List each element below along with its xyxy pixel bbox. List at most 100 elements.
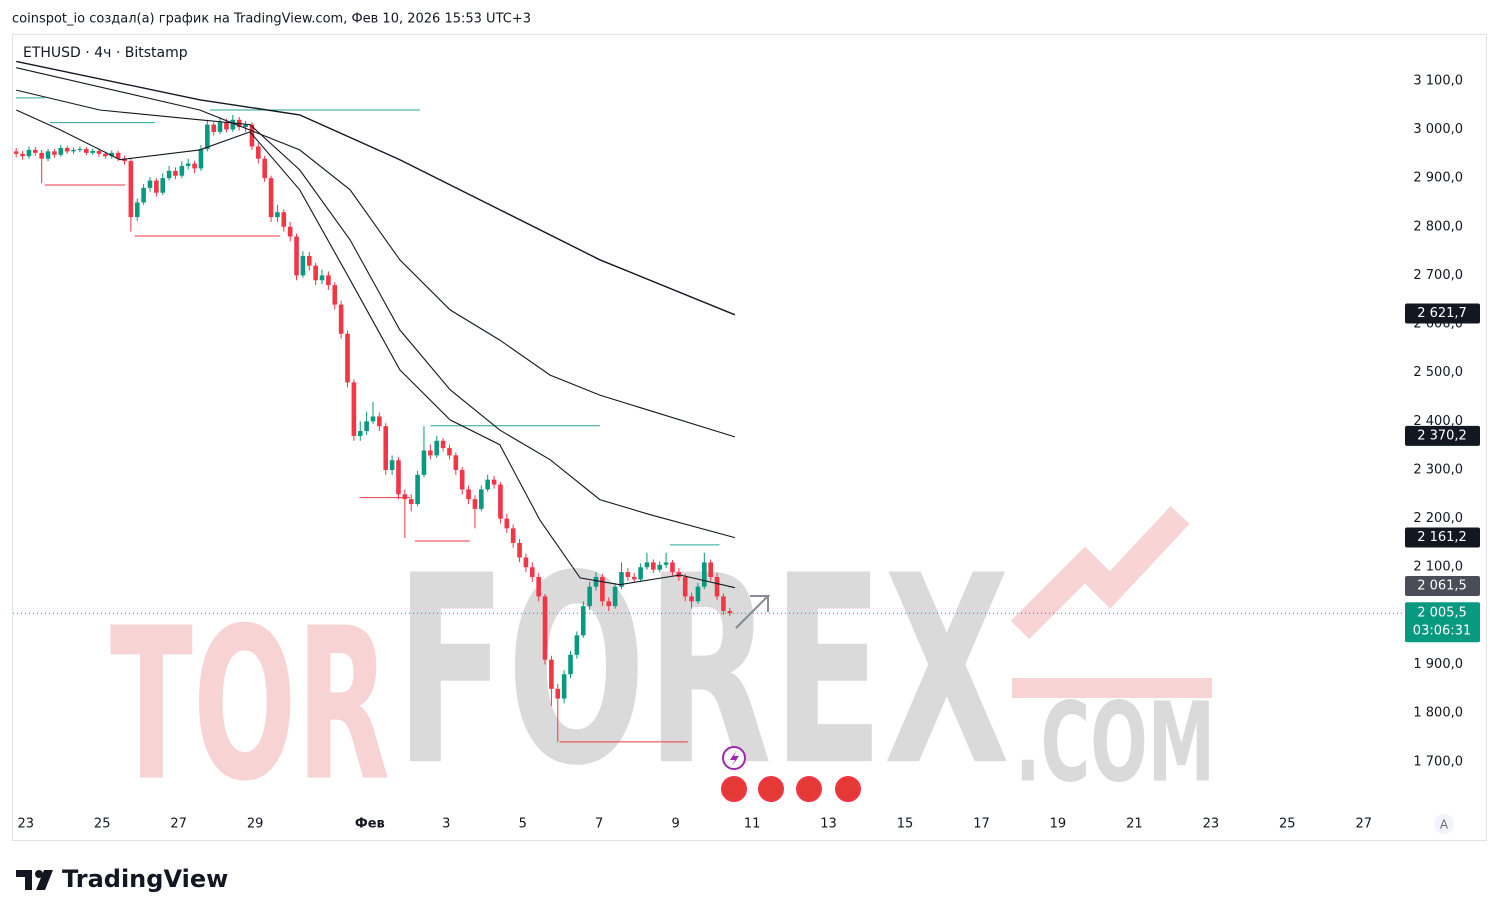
candle-body <box>479 489 484 509</box>
x-tick-label: 19 <box>1050 817 1067 832</box>
event-icon <box>796 776 822 802</box>
candle-body <box>160 178 166 193</box>
candle-body <box>294 236 299 276</box>
candle-body <box>262 158 267 179</box>
price-tag <box>1405 303 1480 324</box>
candle-body <box>154 180 159 193</box>
candle-body <box>287 226 293 237</box>
candle-body <box>338 304 344 334</box>
scale-button[interactable] <box>1434 814 1454 834</box>
candle-body <box>20 153 25 157</box>
y-tick-label: 1 700,0 <box>1413 754 1463 769</box>
candle-body <box>77 148 83 150</box>
countdown: 03:06:31 <box>1413 624 1471 639</box>
price-tag-label: 2 061,5 <box>1417 578 1467 593</box>
candle-body <box>428 450 433 456</box>
candle-body <box>115 152 121 159</box>
candle-body <box>268 178 274 218</box>
candle-body <box>459 469 465 490</box>
candle-body <box>103 153 108 157</box>
candle-body <box>389 460 395 470</box>
y-tick-label: 2 500,0 <box>1413 365 1463 380</box>
x-tick-label: 23 <box>1203 817 1220 832</box>
candle-body <box>663 562 669 565</box>
candle-body <box>313 265 318 281</box>
x-tick-label: 3 <box>442 817 450 832</box>
candle-body <box>644 562 650 568</box>
price-tag <box>1405 425 1480 446</box>
watermark: TOR FOREX .COM <box>110 506 1215 828</box>
y-tick-label: 2 200,0 <box>1413 511 1463 526</box>
candle-body <box>676 572 682 577</box>
event-icon <box>721 776 747 802</box>
candle-body <box>179 165 185 176</box>
candle-body <box>402 494 408 500</box>
candle-body <box>568 654 573 675</box>
candle-body <box>377 416 382 427</box>
candle-body <box>198 148 204 169</box>
x-tick-label: 21 <box>1126 817 1143 832</box>
candle-body <box>472 499 478 509</box>
x-tick-label: 23 <box>17 817 34 832</box>
ma-line <box>16 67 736 438</box>
price-tag-label: 2 161,2 <box>1417 530 1467 545</box>
y-tick-label: 3 000,0 <box>1413 122 1463 137</box>
candle-body <box>466 489 471 500</box>
x-tick-label: 7 <box>595 817 603 832</box>
candle-body <box>224 122 229 130</box>
candle-body <box>52 151 57 155</box>
price-tag-label: 2 621,7 <box>1417 306 1467 321</box>
x-tick-label: Фев <box>355 817 385 832</box>
candle-body <box>631 576 637 580</box>
candle-body <box>593 576 599 587</box>
candle-body <box>33 149 38 153</box>
x-tick-label: 11 <box>744 817 761 832</box>
candle-body <box>211 124 217 132</box>
candle-body <box>498 484 503 519</box>
candle-body <box>682 576 688 597</box>
x-tick-label: 17 <box>973 817 990 832</box>
candle-body <box>453 455 459 470</box>
candle-body <box>600 576 605 602</box>
candle-body <box>396 460 401 495</box>
candle-body <box>727 611 733 614</box>
candle-body <box>491 479 497 485</box>
candle-body <box>217 122 223 132</box>
candle-body <box>702 562 707 587</box>
logo-mark <box>35 870 43 878</box>
watermark-text: .COM <box>1015 678 1215 806</box>
candle-body <box>45 151 51 159</box>
candle-body <box>109 152 115 157</box>
candle-body <box>256 146 261 159</box>
ma-line <box>15 109 736 589</box>
candle-body <box>319 275 325 281</box>
x-tick-label: 25 <box>94 817 111 832</box>
candle-body <box>205 124 210 149</box>
candle-body <box>708 562 713 577</box>
scale-button-label[interactable]: A <box>1440 818 1449 832</box>
candle-body <box>230 119 236 130</box>
candle-body <box>166 170 172 179</box>
candle-body <box>383 426 389 470</box>
event-icon <box>758 776 784 802</box>
x-tick-label: 29 <box>247 817 264 832</box>
candle-body <box>695 586 701 602</box>
author-line: coinspot_io создал(а) график на TradingV… <box>12 12 531 27</box>
y-tick-label: 1 800,0 <box>1413 706 1463 721</box>
y-tick-label: 2 900,0 <box>1413 171 1463 186</box>
candle-body <box>574 635 580 655</box>
candle-body <box>351 382 357 436</box>
candle-body <box>364 421 369 432</box>
candle-body <box>504 518 510 529</box>
y-tick-label: 3 100,0 <box>1413 73 1463 88</box>
candle-body <box>147 180 153 188</box>
logo-mark <box>16 870 32 890</box>
candle-body <box>580 606 586 636</box>
chart-frame <box>12 34 1487 841</box>
candle-body <box>83 148 89 153</box>
plot <box>13 60 1402 743</box>
y-tick-label: 2 300,0 <box>1413 462 1463 477</box>
candle-body <box>275 212 280 218</box>
